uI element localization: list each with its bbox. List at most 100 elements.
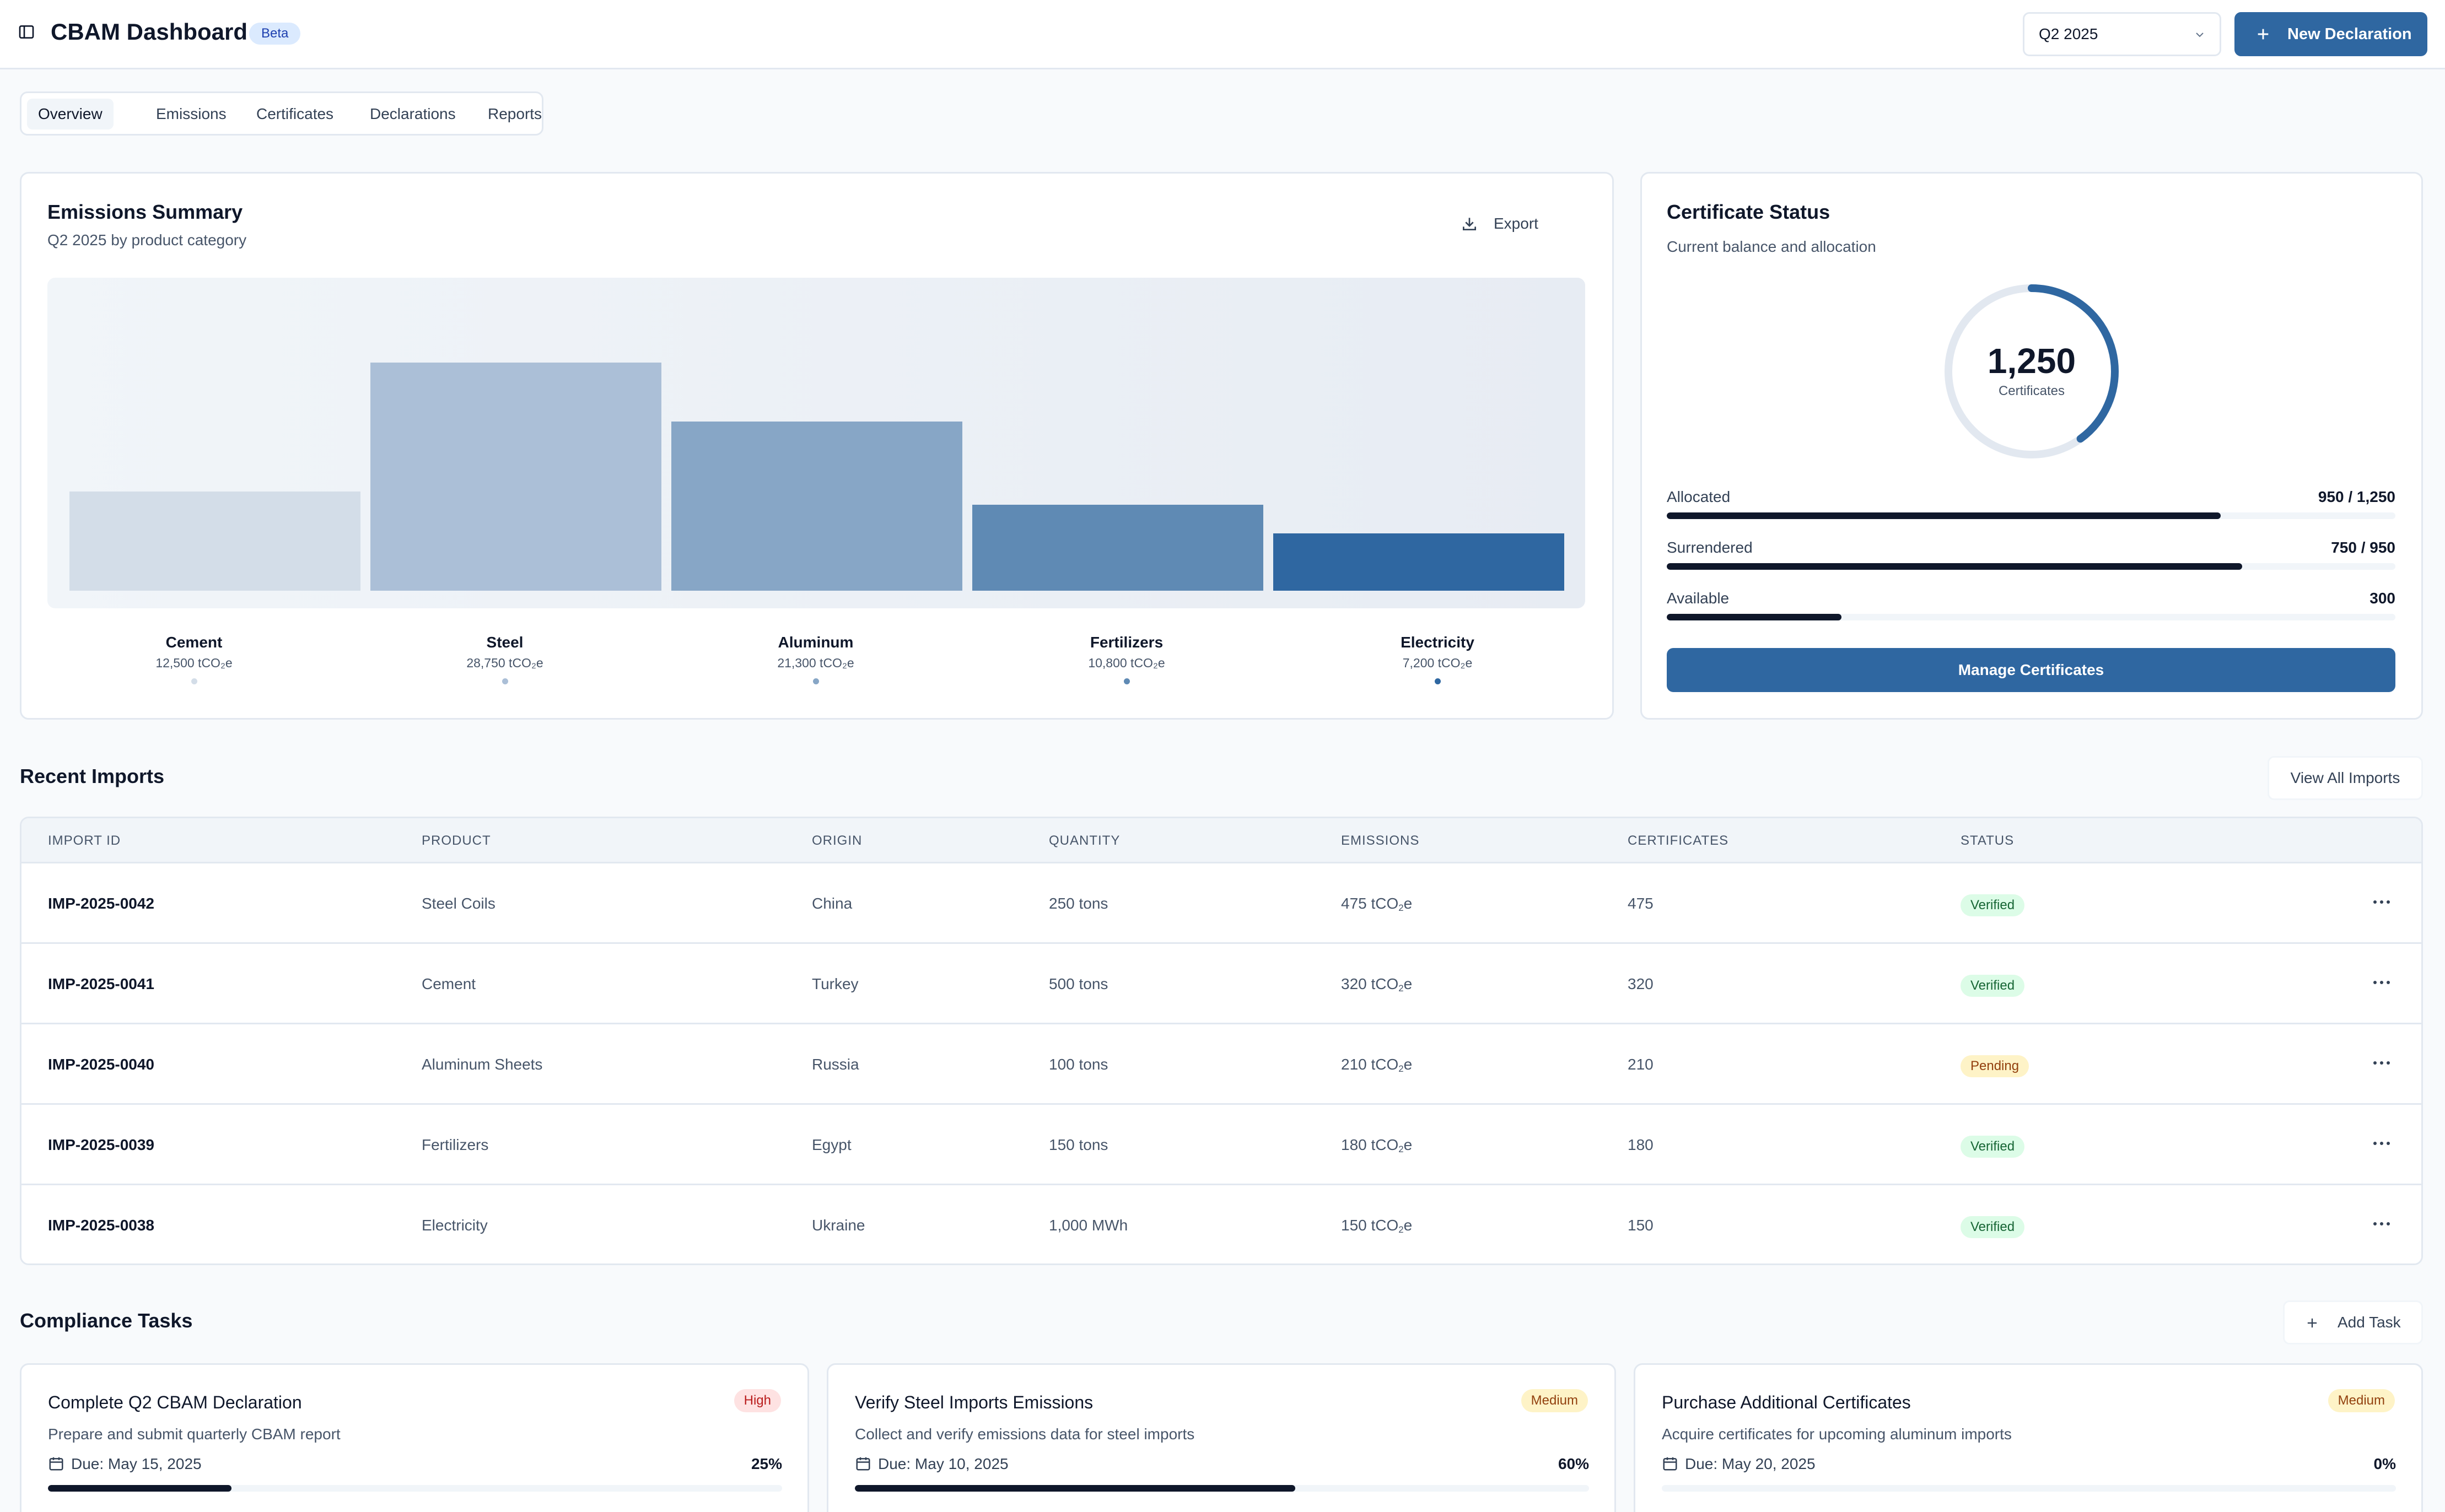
quantity-cell: 500 tons (1049, 975, 1108, 992)
bar-aluminum[interactable] (671, 422, 962, 591)
table-row[interactable]: IMP-2025-0042 Steel Coils China 250 tons 475… (21, 863, 2421, 944)
add-task-label: Add Task (2338, 1314, 2401, 1331)
bar-cement[interactable] (69, 492, 360, 591)
task-description: Acquire certificates for upcoming alumin… (1662, 1425, 2012, 1443)
status-badge: Pending (1961, 1055, 2029, 1077)
task-due-date: Due: May 15, 2025 (48, 1455, 202, 1473)
col-import-id: IMPORT ID (48, 833, 121, 848)
calendar-icon (856, 1457, 870, 1471)
more-actions-icon[interactable] (2371, 897, 2393, 908)
task-progress-bar (1662, 1485, 2396, 1492)
col-certificates: CERTIFICATES (1628, 833, 1729, 848)
emissions-cell: 180 tCO2e (1341, 1136, 1413, 1155)
product-cell: Fertilizers (422, 1136, 489, 1153)
plus-icon (2258, 29, 2269, 40)
quantity-cell: 100 tons (1049, 1056, 1108, 1073)
surrendered-label: Surrendered (1667, 539, 1753, 556)
task-due-date: Due: May 20, 2025 (1662, 1455, 1816, 1473)
period-select[interactable]: Q2 2025 (2023, 12, 2221, 56)
new-declaration-button[interactable]: New Declaration (2234, 12, 2427, 56)
export-label: Export (1494, 215, 1538, 232)
emissions-summary-title: Emissions Summary (47, 201, 243, 223)
table-row[interactable]: IMP-2025-0041 Cement Turkey 500 tons 320 tCO… (21, 944, 2421, 1024)
origin-cell: China (812, 895, 853, 912)
col-status: STATUS (1961, 833, 2015, 848)
product-cell: Aluminum Sheets (422, 1056, 543, 1073)
available-label: Available (1667, 590, 1730, 607)
category-value: 12,500 tCO₂e (155, 656, 233, 670)
origin-cell: Turkey (812, 975, 859, 992)
task-progress-value: 0% (2373, 1455, 2396, 1472)
task-progress-value: 25% (751, 1455, 782, 1472)
table-row[interactable]: IMP-2025-0039 Fertilizers Egypt 150 tons 180… (21, 1105, 2421, 1185)
download-icon (1463, 218, 1476, 230)
category-dot (502, 678, 508, 684)
certificate-ring (1945, 284, 2119, 458)
table-row[interactable]: IMP-2025-0040 Aluminum Sheets Russia 100 to… (21, 1024, 2421, 1105)
category-value: 21,300 tCO₂e (777, 656, 854, 670)
tab-overview[interactable]: Overview (27, 99, 114, 129)
tab-certificates[interactable]: Certificates (256, 105, 334, 122)
export-button[interactable]: Export (1461, 207, 1538, 240)
status-badge: Verified (1961, 975, 2025, 997)
priority-badge: Medium (1521, 1389, 1588, 1412)
category-dot (1435, 678, 1441, 684)
col-product: PRODUCT (422, 833, 491, 848)
certificates-cell: 150 (1628, 1217, 1654, 1234)
task-title: Complete Q2 CBAM Declaration (48, 1392, 302, 1412)
quantity-cell: 1,000 MWh (1049, 1217, 1128, 1234)
recent-imports-title: Recent Imports (20, 765, 165, 787)
app-title: CBAM Dashboard (51, 19, 248, 45)
more-actions-icon[interactable] (2371, 1218, 2393, 1229)
view-all-imports-button[interactable]: View All Imports (2268, 756, 2423, 800)
more-actions-icon[interactable] (2371, 1057, 2393, 1068)
chevron-down-icon (2196, 33, 2204, 37)
more-actions-icon[interactable] (2371, 977, 2393, 988)
certificates-cell: 320 (1628, 975, 1654, 992)
task-progress-bar (48, 1485, 782, 1492)
category-label: Cement (165, 634, 223, 651)
surrendered-bar-fill (1667, 563, 2243, 570)
category-label: Fertilizers (1090, 634, 1164, 651)
top-bar: CBAM Dashboard Beta Q2 2025 New Declarat… (0, 0, 2445, 69)
plus-icon (2307, 1318, 2317, 1328)
emissions-cell: 210 tCO2e (1341, 1056, 1413, 1074)
more-actions-icon[interactable] (2371, 1138, 2393, 1149)
bar-steel[interactable] (370, 363, 661, 591)
surrendered-value: 750 / 950 (2331, 539, 2395, 556)
col-emissions: EMISSIONS (1341, 833, 1420, 848)
bar-electricity[interactable] (1273, 533, 1564, 591)
category-value: 7,200 tCO₂e (1402, 656, 1473, 670)
task-progress-bar (855, 1485, 1589, 1492)
emissions-cell: 475 tCO2e (1341, 895, 1413, 914)
allocated-bar-fill (1667, 512, 2221, 519)
beta-badge: Beta (249, 23, 301, 45)
manage-certificates-button[interactable]: Manage Certificates (1667, 648, 2395, 692)
task-card[interactable]: Verify Steel Imports Emissions Medium Coll… (827, 1363, 1616, 1512)
tab-emissions[interactable]: Emissions (156, 105, 227, 122)
sidebar-toggle-icon[interactable] (18, 23, 35, 41)
tab-reports[interactable]: Reports (488, 105, 542, 122)
priority-badge: High (734, 1389, 781, 1412)
category-label: Aluminum (778, 634, 854, 651)
tab-bar: Overview Emissions Certificates Declarat… (20, 91, 543, 136)
tab-declarations[interactable]: Declarations (370, 105, 456, 122)
add-task-button[interactable]: Add Task (2283, 1300, 2423, 1344)
task-card[interactable]: Complete Q2 CBAM Declaration High Prepare … (20, 1363, 809, 1512)
certificates-cell: 475 (1628, 895, 1654, 912)
emissions-cell: 320 tCO2e (1341, 975, 1413, 994)
table-row[interactable]: IMP-2025-0038 Electricity Ukraine 1,000 MWh… (21, 1185, 2421, 1263)
task-card[interactable]: Purchase Additional Certificates Medium Ac… (1634, 1363, 2423, 1512)
certificate-total-label: Certificates (1998, 384, 2065, 398)
bar-fertilizers[interactable] (972, 505, 1263, 591)
certificate-status-card (1640, 172, 2423, 720)
allocated-value: 950 / 1,250 (2318, 488, 2395, 505)
product-cell: Steel Coils (422, 895, 496, 912)
status-badge: Verified (1961, 1136, 2025, 1158)
certificates-cell: 180 (1628, 1136, 1654, 1153)
certificate-status-title: Certificate Status (1667, 201, 1830, 223)
col-quantity: QUANTITY (1049, 833, 1121, 848)
surrendered-bar (1667, 563, 2395, 570)
emissions-summary-subtitle: Q2 2025 by product category (47, 231, 247, 249)
category-dot (813, 678, 819, 684)
